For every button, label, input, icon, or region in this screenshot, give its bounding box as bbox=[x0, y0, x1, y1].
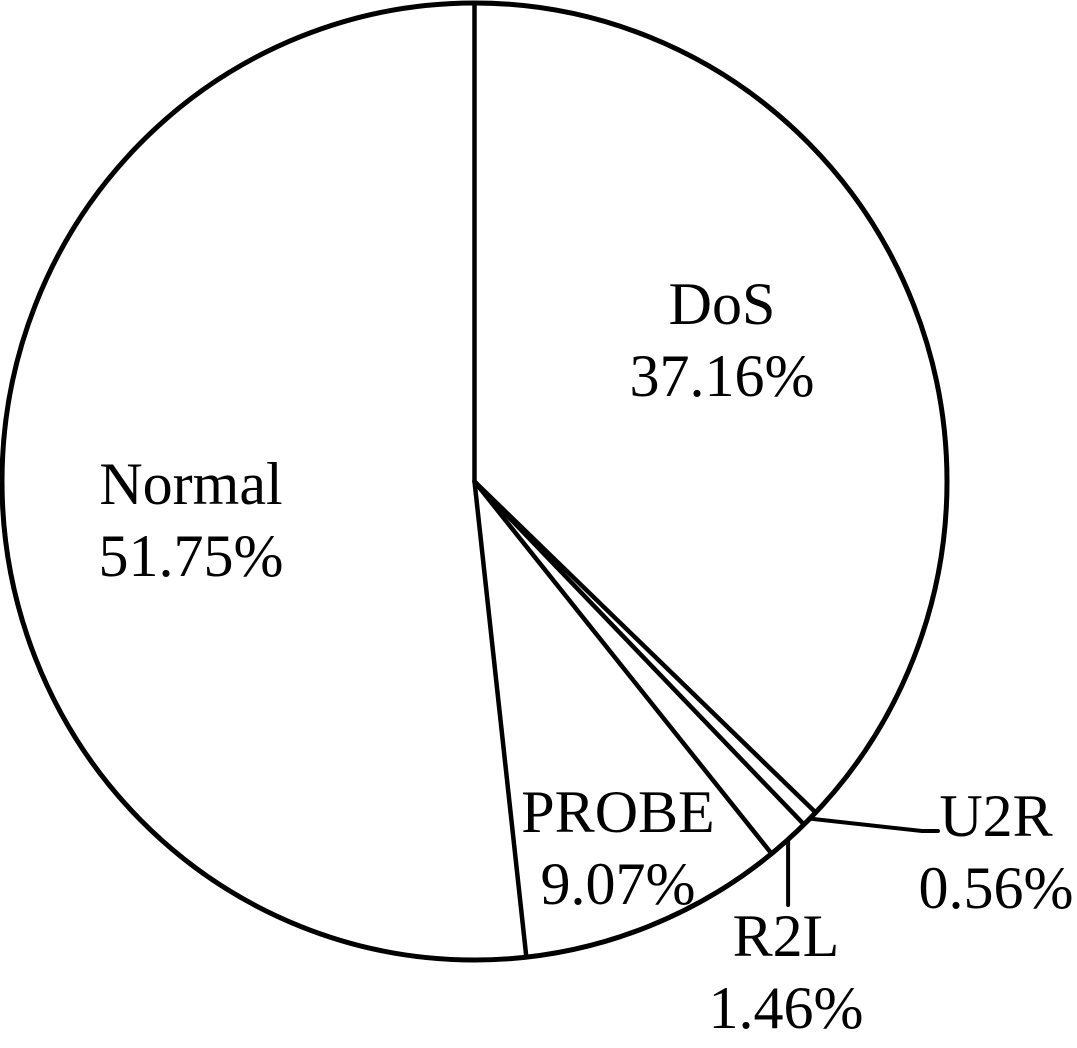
slice-name: Normal bbox=[99, 451, 283, 517]
slice-boundary-line bbox=[472, 479, 529, 960]
slice-label-u2r: U2R 0.56% bbox=[919, 780, 1074, 924]
slice-boundary-line bbox=[472, 479, 807, 827]
slice-pct: 1.46% bbox=[708, 975, 864, 1041]
slice-boundary-line bbox=[472, 479, 818, 815]
slice-pct: 9.07% bbox=[540, 851, 696, 917]
slice-pct: 37.16% bbox=[629, 343, 815, 409]
slice-label-r2l: R2L 1.46% bbox=[709, 900, 864, 1044]
slice-name: U2R bbox=[939, 783, 1053, 849]
slice-label-dos: DoS 37.16% bbox=[630, 268, 815, 412]
slice-name: DoS bbox=[668, 271, 776, 337]
slice-label-probe: PROBE 9.07% bbox=[521, 776, 714, 920]
slice-name: R2L bbox=[732, 903, 840, 969]
leader-line-u2r bbox=[807, 816, 940, 833]
slice-pct: 0.56% bbox=[918, 855, 1074, 921]
slice-label-normal: Normal 51.75% bbox=[99, 448, 284, 592]
slice-name: PROBE bbox=[521, 779, 715, 845]
slice-pct: 51.75% bbox=[98, 523, 284, 589]
slice-boundary-line bbox=[472, 479, 774, 856]
